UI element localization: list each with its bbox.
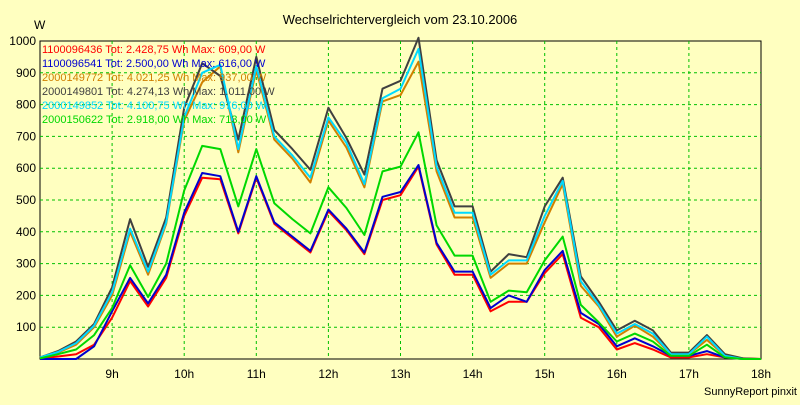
- x-tick-label: 13h: [390, 367, 410, 381]
- y-tick-label: 1000: [9, 34, 36, 48]
- y-tick-label: 600: [16, 161, 36, 175]
- y-tick-label: 100: [16, 320, 36, 334]
- legend-entry: 2000149772 Tot: 4.021,25 Wh Max: 937,00 …: [42, 72, 267, 84]
- x-tick-label: 12h: [318, 367, 338, 381]
- x-tick-label: 15h: [535, 367, 555, 381]
- series-line-2000149852: [39, 47, 761, 360]
- series-line-1100096436: [39, 165, 762, 360]
- y-axis-ticks: 100 200 300 400 500 600 700 800 900 1000: [9, 34, 36, 334]
- y-tick-label: 200: [16, 288, 36, 302]
- y-axis-label: W: [34, 18, 46, 32]
- series-line-1100096541: [40, 164, 761, 360]
- series-lines: [39, 36, 762, 360]
- x-axis-ticks: 9h 10h 11h 12h 13h 14h 15h 16h 17h 18h: [105, 367, 771, 381]
- legend-entry: 2000149801 Tot: 4.274,13 Wh Max: 1.011,0…: [42, 86, 275, 98]
- x-tick-label: 17h: [679, 367, 699, 381]
- x-tick-label: 14h: [463, 367, 483, 381]
- chart-title: Wechselrichtervergleich vom 23.10.2006: [283, 12, 518, 27]
- series-line-2000149801: [39, 36, 762, 360]
- y-tick-label: 700: [16, 129, 36, 143]
- x-tick-label: 16h: [607, 367, 627, 381]
- x-tick-label: 18h: [751, 367, 771, 381]
- x-tick-label: 11h: [247, 367, 266, 381]
- legend-entry: 2000150622 Tot: 2.918,00 Wh Max: 713,00 …: [42, 114, 267, 126]
- series-line-2000150622: [39, 131, 761, 360]
- y-tick-label: 900: [16, 66, 36, 80]
- y-tick-label: 400: [16, 225, 36, 239]
- x-tick-label: 9h: [105, 367, 118, 381]
- x-tick-label: 10h: [174, 367, 194, 381]
- legend-entry: 1100096541 Tot: 2.500,00 Wh Max: 616,00 …: [42, 58, 266, 70]
- y-tick-label: 300: [16, 257, 36, 271]
- legend-entry: 1100096436 Tot: 2.428,75 Wh Max: 609,00 …: [42, 44, 266, 56]
- y-tick-label: 800: [16, 98, 36, 112]
- legend: 1100096436 Tot: 2.428,75 Wh Max: 609,00 …: [42, 44, 275, 126]
- y-tick-label: 500: [16, 193, 36, 207]
- footer-credit: SunnyReport pinxit: [704, 386, 797, 398]
- legend-entry: 2000149852 Tot: 4.100,75 Wh Max: 976,00 …: [42, 100, 267, 112]
